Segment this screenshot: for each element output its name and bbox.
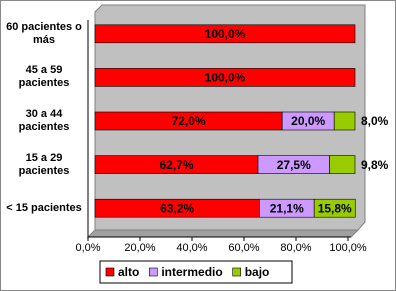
x-tick-label: 20,0%	[124, 242, 155, 254]
category-label: < 15 pacientes	[6, 201, 82, 214]
category-label: 60 pacientes o más	[6, 20, 82, 46]
value-label: 62,7%	[159, 158, 193, 172]
bar-segment	[329, 155, 356, 174]
category-label: 15 a 29 pacientes	[18, 151, 70, 177]
legend-swatch	[232, 267, 241, 277]
bar-segment	[313, 198, 356, 218]
legend-swatch	[149, 267, 158, 277]
x-tick-label: 100,0%	[329, 242, 367, 254]
value-label: 72,0%	[172, 114, 206, 128]
value-label: 100,0%	[205, 27, 246, 41]
legend-swatch	[105, 267, 115, 277]
legend-label: alto	[118, 265, 139, 279]
bar-segment	[94, 24, 356, 44]
value-label: 8,0%	[361, 114, 389, 128]
value-label: 63,2%	[160, 201, 194, 215]
bar-segment	[94, 68, 356, 87]
value-label: 15,8%	[318, 201, 352, 215]
value-label: 27,5%	[277, 158, 311, 172]
x-tick-label: 0,0%	[75, 242, 100, 254]
x-tick-label: 60,0%	[228, 242, 259, 254]
value-label: 20,0%	[291, 114, 325, 128]
category-label: 30 a 44 pacientes	[18, 108, 70, 133]
category-label: 45 a 59 pacientes	[18, 64, 70, 90]
x-tick-label: 80,0%	[280, 242, 311, 254]
legend-label: intermedio	[161, 265, 222, 279]
legend-box	[99, 260, 293, 284]
value-label: 100,0%	[205, 71, 246, 85]
value-label: 21,1%	[270, 201, 304, 215]
x-tick-label: 40,0%	[176, 242, 207, 254]
bar-segment	[333, 111, 356, 131]
value-label: 9,8%	[361, 158, 389, 172]
legend-label: bajo	[245, 265, 270, 279]
plot-floor	[86, 229, 360, 238]
